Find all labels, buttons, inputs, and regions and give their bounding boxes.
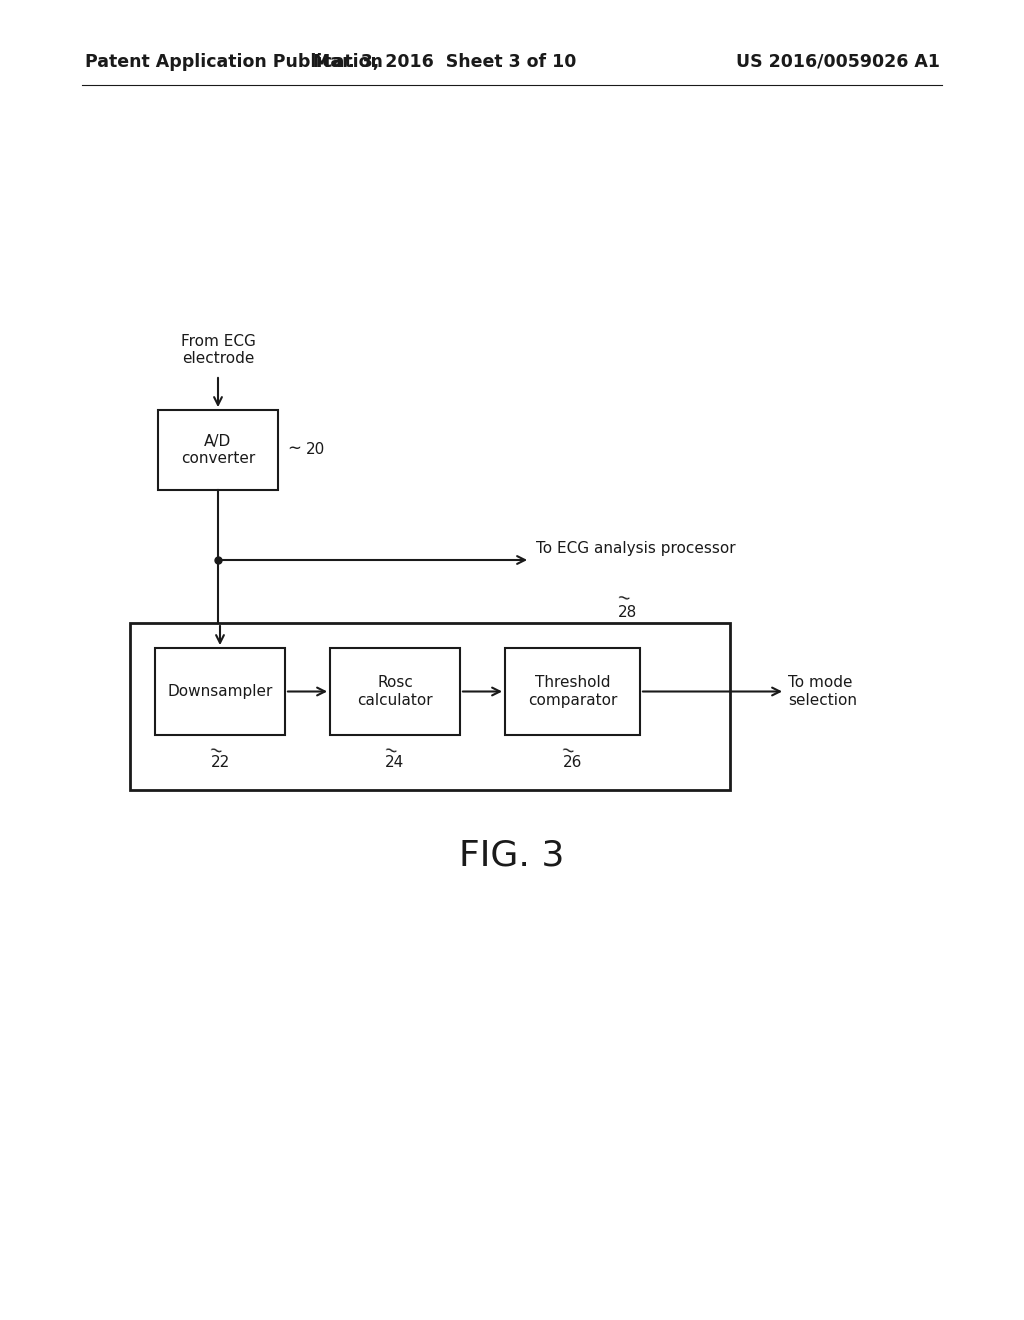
Text: ∼: ∼: [615, 587, 632, 609]
Text: US 2016/0059026 A1: US 2016/0059026 A1: [736, 53, 940, 71]
Text: Patent Application Publication: Patent Application Publication: [85, 53, 383, 71]
Text: 26: 26: [563, 755, 583, 770]
Text: ∼: ∼: [287, 440, 301, 457]
Text: To ECG analysis processor: To ECG analysis processor: [536, 541, 735, 556]
Text: Rosc
calculator: Rosc calculator: [357, 676, 433, 708]
Text: Downsampler: Downsampler: [167, 684, 272, 700]
Text: FIG. 3: FIG. 3: [460, 838, 564, 873]
Text: ∼: ∼: [558, 741, 577, 760]
Text: From ECG
electrode: From ECG electrode: [180, 334, 255, 366]
Text: ∼: ∼: [206, 741, 224, 760]
Text: ∼: ∼: [381, 741, 399, 760]
Text: Mar. 3, 2016  Sheet 3 of 10: Mar. 3, 2016 Sheet 3 of 10: [313, 53, 577, 71]
Text: 22: 22: [210, 755, 229, 770]
Bar: [158, 411, 278, 490]
Bar: [330, 648, 460, 735]
Bar: [505, 648, 640, 735]
Text: A/D
converter: A/D converter: [181, 434, 255, 466]
Bar: [155, 648, 285, 735]
Bar: [130, 623, 730, 789]
Text: 28: 28: [618, 605, 637, 620]
Text: 24: 24: [385, 755, 404, 770]
Text: Threshold
comparator: Threshold comparator: [527, 676, 617, 708]
Text: To mode
selection: To mode selection: [788, 676, 857, 708]
Text: 20: 20: [306, 442, 326, 458]
